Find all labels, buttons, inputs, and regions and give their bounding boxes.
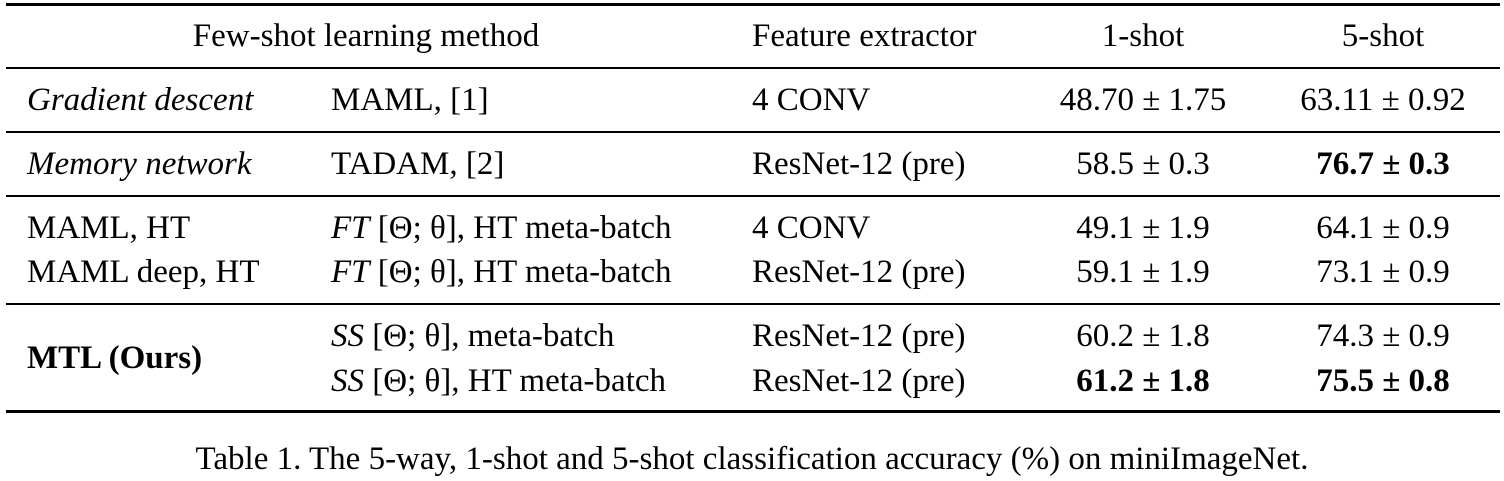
row-5shot: 74.3 ± 0.9 bbox=[1316, 318, 1450, 354]
header-method: Few-shot learning method bbox=[192, 18, 540, 54]
row-5shot: 73.1 ± 0.9 bbox=[1316, 254, 1450, 290]
row-1shot: 48.70 ± 1.75 bbox=[1059, 82, 1227, 118]
row-method: FT [Θ; θ], HT meta-batch bbox=[331, 208, 672, 248]
row-extractor: ResNet-12 (pre) bbox=[752, 363, 966, 399]
method-prefix: SS bbox=[331, 363, 364, 399]
row-5shot: 63.11 ± 0.92 bbox=[1300, 82, 1466, 118]
row-1shot: 49.1 ± 1.9 bbox=[1076, 210, 1210, 246]
row-extractor: 4 CONV bbox=[752, 82, 871, 118]
row-extractor: ResNet-12 (pre) bbox=[752, 254, 966, 290]
table-caption: Table 1. The 5-way, 1-shot and 5-shot cl… bbox=[195, 441, 1309, 477]
row-group-label: MAML, HT bbox=[27, 210, 191, 246]
method-suffix: [Θ; θ], HT meta-batch bbox=[364, 363, 667, 399]
row-extractor: ResNet-12 (pre) bbox=[752, 146, 966, 182]
row-group-label: Memory network bbox=[27, 146, 252, 182]
row-1shot: 59.1 ± 1.9 bbox=[1076, 254, 1210, 290]
row-5shot-best: 76.7 ± 0.3 bbox=[1316, 146, 1450, 182]
row-5shot-best: 75.5 ± 0.8 bbox=[1316, 363, 1450, 399]
header-extractor: Feature extractor bbox=[752, 18, 977, 54]
row-group-label: MAML deep, HT bbox=[27, 254, 260, 290]
row-rule bbox=[6, 131, 1500, 133]
method-prefix: SS bbox=[331, 318, 364, 354]
bottom-rule bbox=[6, 410, 1500, 413]
method-prefix: FT bbox=[331, 210, 370, 246]
row-1shot: 58.5 ± 0.3 bbox=[1076, 146, 1210, 182]
row-1shot: 60.2 ± 1.8 bbox=[1076, 318, 1210, 354]
header-1shot: 1-shot bbox=[1101, 18, 1185, 54]
method-prefix: FT bbox=[331, 254, 370, 290]
row-method: TADAM, [2] bbox=[331, 146, 505, 182]
method-suffix: [Θ; θ], HT meta-batch bbox=[369, 210, 672, 246]
header-5shot: 5-shot bbox=[1341, 18, 1425, 54]
top-rule bbox=[6, 3, 1500, 6]
row-extractor: 4 CONV bbox=[752, 210, 871, 246]
method-suffix: [Θ; θ], HT meta-batch bbox=[369, 254, 672, 290]
row-method: SS [Θ; θ], meta-batch bbox=[331, 316, 614, 356]
row-group-label: Gradient descent bbox=[27, 82, 254, 118]
header-rule bbox=[6, 67, 1500, 69]
row-group-label-ours: MTL (Ours) bbox=[27, 340, 203, 376]
row-method: FT [Θ; θ], HT meta-batch bbox=[331, 252, 672, 292]
row-rule bbox=[6, 195, 1500, 197]
row-5shot: 64.1 ± 0.9 bbox=[1316, 210, 1450, 246]
method-suffix: [Θ; θ], meta-batch bbox=[364, 318, 615, 354]
row-1shot-best: 61.2 ± 1.8 bbox=[1076, 363, 1210, 399]
row-rule bbox=[6, 303, 1500, 305]
row-method: SS [Θ; θ], HT meta-batch bbox=[331, 361, 666, 401]
row-method: MAML, [1] bbox=[331, 82, 489, 118]
row-extractor: ResNet-12 (pre) bbox=[752, 318, 966, 354]
